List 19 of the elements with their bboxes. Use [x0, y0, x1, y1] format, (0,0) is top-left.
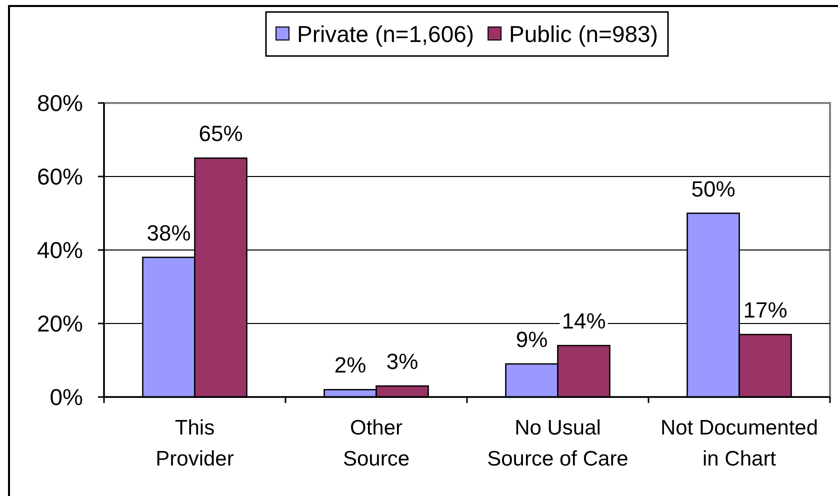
y-tick-label: 40%	[36, 237, 83, 264]
x-tick-label: This Provider	[156, 416, 234, 470]
x-tick-label: Not Documented in Chart	[660, 416, 818, 470]
y-tick-label: 80%	[36, 90, 83, 116]
y-tick-label: 60%	[36, 164, 83, 190]
data-label: 65%	[198, 121, 243, 146]
y-tick-label: 20%	[36, 310, 83, 337]
data-label: 2%	[334, 352, 366, 378]
y-tick-label: 0%	[50, 384, 83, 410]
data-label: 3%	[386, 348, 418, 374]
data-label: 14%	[562, 308, 606, 334]
data-label: 9%	[516, 326, 548, 352]
legend-label: Private (n=1,606)	[296, 21, 474, 48]
x-tick-label: No Usual Source of Care	[487, 416, 628, 470]
data-label: 38%	[146, 220, 191, 246]
legend-label: Public (n=983)	[509, 21, 658, 48]
data-label: 17%	[743, 298, 788, 323]
x-tick-label: Other Source	[342, 416, 410, 470]
data-label: 50%	[691, 176, 736, 202]
